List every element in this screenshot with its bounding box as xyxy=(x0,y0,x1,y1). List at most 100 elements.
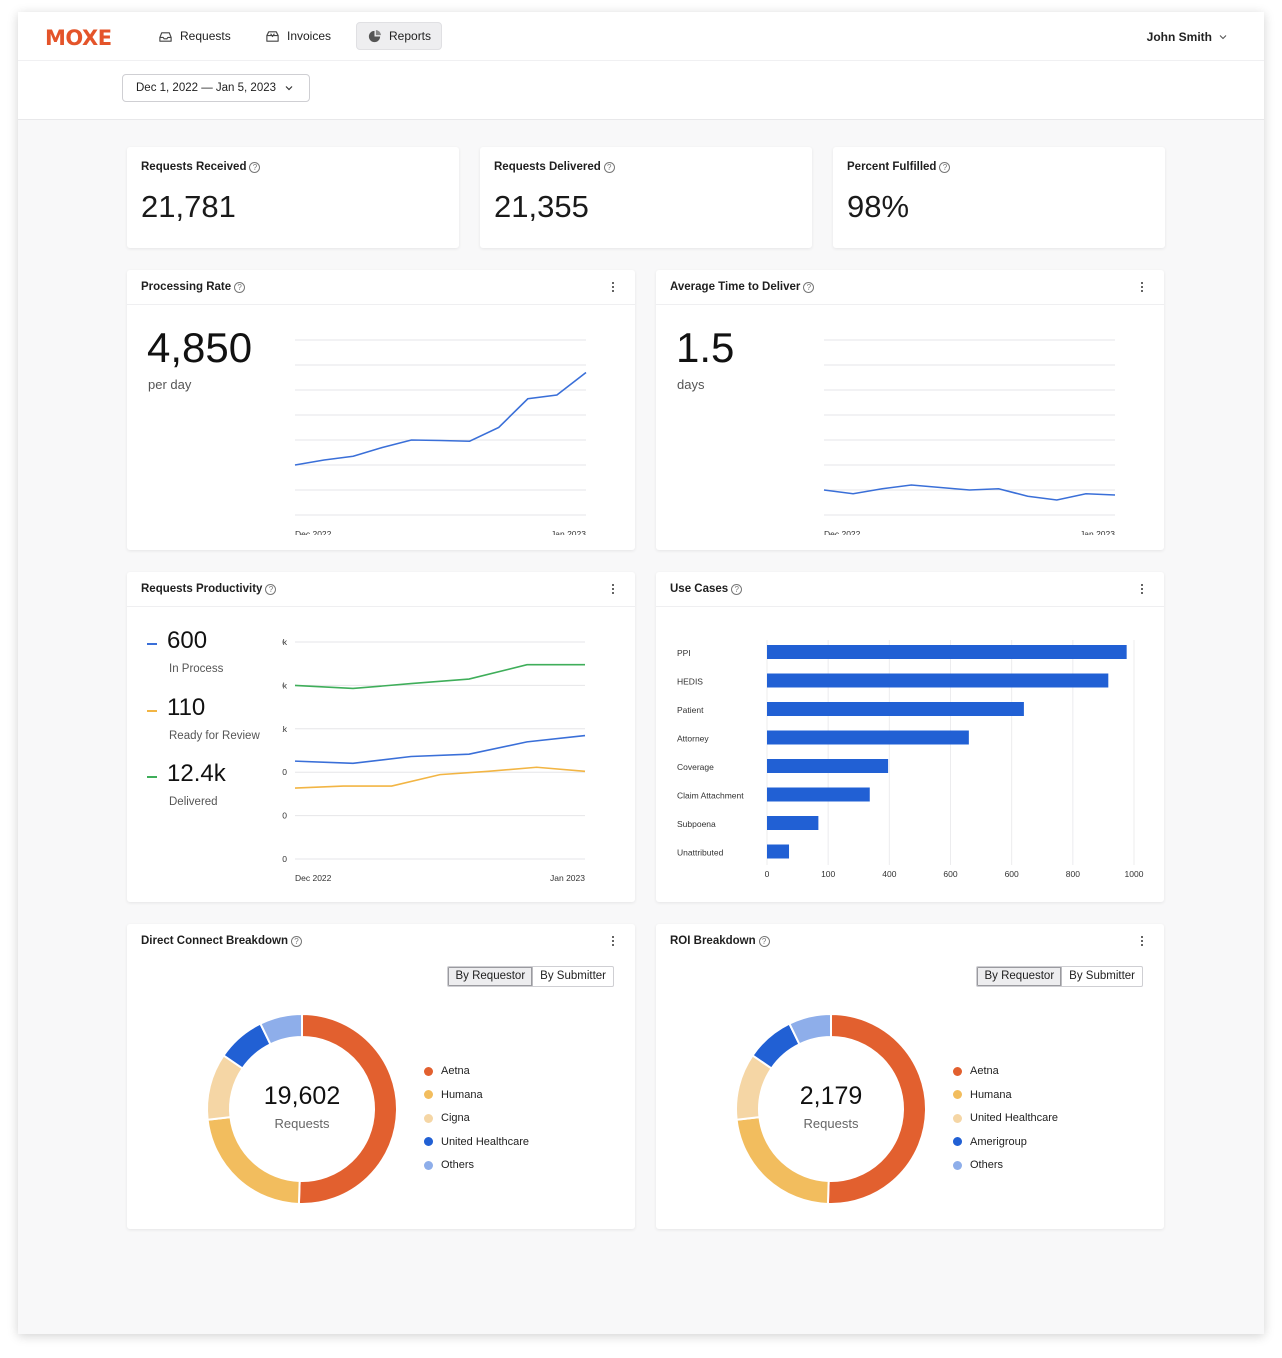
legend-dot xyxy=(953,1160,962,1170)
by-submitter-button[interactable]: By Submitter xyxy=(540,970,606,982)
legend-label: United Healthcare xyxy=(441,1135,530,1148)
category-label: HEDIS xyxy=(677,677,703,687)
kpi-title-label: Percent Fulfilled xyxy=(847,161,937,173)
nav-reports-label: Reports xyxy=(389,29,432,43)
x-tick-label: Jan 2023 xyxy=(1080,529,1115,535)
kpi-title-label: Requests Received xyxy=(141,161,247,173)
bar[interactable] xyxy=(767,645,1127,659)
legend-dot xyxy=(424,1113,433,1123)
card-title-label: Average Time to Deliver xyxy=(670,281,801,293)
card-title: Requests Productivity? xyxy=(141,583,277,595)
help-icon[interactable]: ? xyxy=(803,281,815,293)
legend-item: United Healthcare xyxy=(424,1136,529,1148)
card-header: Use Cases? xyxy=(656,572,1164,607)
y-tick-label: 100 xyxy=(282,767,287,777)
legend-label: Others xyxy=(970,1159,1004,1171)
help-icon[interactable]: ? xyxy=(290,935,302,947)
pie-chart-icon xyxy=(368,29,382,42)
help-icon[interactable]: ? xyxy=(249,161,261,173)
x-tick-label: 100 xyxy=(821,869,835,879)
bar[interactable] xyxy=(767,844,790,859)
inbox-icon xyxy=(159,31,172,42)
donut-center-value: 19,602 xyxy=(263,1082,341,1110)
by-submitter-button[interactable]: By Submitter xyxy=(1069,970,1135,982)
card-header: Average Time to Deliver? xyxy=(656,270,1164,305)
more-options-icon[interactable] xyxy=(611,936,615,948)
legend-dot xyxy=(953,1066,962,1076)
moxe-logo[interactable]: MOXE xyxy=(45,26,112,50)
top-bar: MOXE Requests Invoices Reports John Smit… xyxy=(18,12,1264,120)
legend-item: Aetna xyxy=(953,1065,999,1077)
legend-dot xyxy=(424,1160,433,1170)
category-label: Subpoena xyxy=(677,819,716,829)
help-icon[interactable]: ? xyxy=(265,583,277,595)
help-icon[interactable]: ? xyxy=(731,583,743,595)
date-range-picker[interactable]: Dec 1, 2022 — Jan 5, 2023 xyxy=(122,74,310,102)
bar[interactable] xyxy=(767,730,969,745)
bar[interactable] xyxy=(767,787,870,802)
legend-item: Others xyxy=(424,1159,474,1171)
legend-label: Aetna xyxy=(441,1065,470,1077)
x-tick-label: Dec 2022 xyxy=(295,873,332,883)
nav-requests[interactable]: Requests xyxy=(148,22,241,50)
card-header: Processing Rate? xyxy=(127,270,635,305)
card-title-label: Direct Connect Breakdown xyxy=(141,935,288,947)
card-title-label: Processing Rate xyxy=(141,281,232,293)
average-time-card: Average Time to Deliver? 1.5 days 012345… xyxy=(656,270,1164,550)
help-icon[interactable]: ? xyxy=(758,935,770,947)
processing-rate-chart: 01,0002,0003,0004,0005,0006,0007,000Dec … xyxy=(282,335,587,535)
legend-item: Others xyxy=(953,1159,1003,1171)
nav-invoices[interactable]: Invoices xyxy=(255,22,341,50)
help-icon[interactable]: ? xyxy=(939,161,951,173)
kpi-title: Requests Received? xyxy=(141,161,261,173)
legend-label: Humana xyxy=(441,1088,483,1101)
bar[interactable] xyxy=(767,759,889,773)
bar[interactable] xyxy=(767,816,819,830)
chevron-down-icon xyxy=(1219,35,1227,40)
donut-center-label: Requests xyxy=(274,1116,330,1131)
legend-swatch xyxy=(147,643,157,645)
bar[interactable] xyxy=(767,702,1024,716)
more-options-icon[interactable] xyxy=(1140,936,1144,948)
category-label: PPI xyxy=(677,648,691,658)
by-requestor-button[interactable]: By Requestor xyxy=(977,967,1063,986)
breakdown-toggle: By Requestor By Submitter xyxy=(447,966,614,987)
donut-slice[interactable] xyxy=(259,1012,303,1046)
nav-reports[interactable]: Reports xyxy=(356,22,443,50)
more-options-icon[interactable] xyxy=(611,584,615,596)
x-tick-label: 800 xyxy=(1066,869,1080,879)
legend-item: Humana xyxy=(424,1089,483,1101)
donut-slice[interactable] xyxy=(826,1012,927,1205)
more-options-icon[interactable] xyxy=(1140,584,1144,596)
legend-dot xyxy=(424,1066,433,1076)
x-tick-label: Dec 2022 xyxy=(295,529,332,535)
by-requestor-button[interactable]: By Requestor xyxy=(448,967,534,986)
legend-item: Humana xyxy=(953,1089,1012,1101)
donut-slice[interactable] xyxy=(297,1012,398,1205)
nav-requests-label: Requests xyxy=(180,29,231,43)
donut-center-value: 2,179 xyxy=(799,1082,863,1110)
legend-item: Aetna xyxy=(424,1065,470,1077)
category-label: Claim Attachment xyxy=(677,791,744,801)
user-menu[interactable]: John Smith xyxy=(1147,30,1228,44)
legend-dot xyxy=(953,1090,962,1099)
legend-dot xyxy=(424,1137,433,1146)
help-icon[interactable]: ? xyxy=(234,281,246,293)
use-cases-chart: 0 100 400 600 600 800 1000 PPI HEDIS Patient Attor… xyxy=(677,640,1144,879)
more-options-icon[interactable] xyxy=(1140,282,1144,294)
legend-label: In Process xyxy=(169,663,224,675)
y-tick-label: 100k xyxy=(282,637,288,647)
legend-dot xyxy=(424,1090,433,1099)
bar[interactable] xyxy=(767,673,1109,688)
legend-item: United Healthcare xyxy=(953,1112,1058,1124)
more-options-icon[interactable] xyxy=(611,282,615,294)
help-icon[interactable]: ? xyxy=(603,161,615,173)
card-title: Processing Rate? xyxy=(141,281,246,293)
legend-swatch xyxy=(147,776,157,778)
x-tick-label: 600 xyxy=(943,869,957,879)
donut-slice[interactable] xyxy=(788,1012,832,1046)
y-tick-label: 10 xyxy=(282,811,287,821)
y-tick-label: 0 xyxy=(282,854,287,864)
kpi-title: Requests Delivered? xyxy=(494,161,615,173)
